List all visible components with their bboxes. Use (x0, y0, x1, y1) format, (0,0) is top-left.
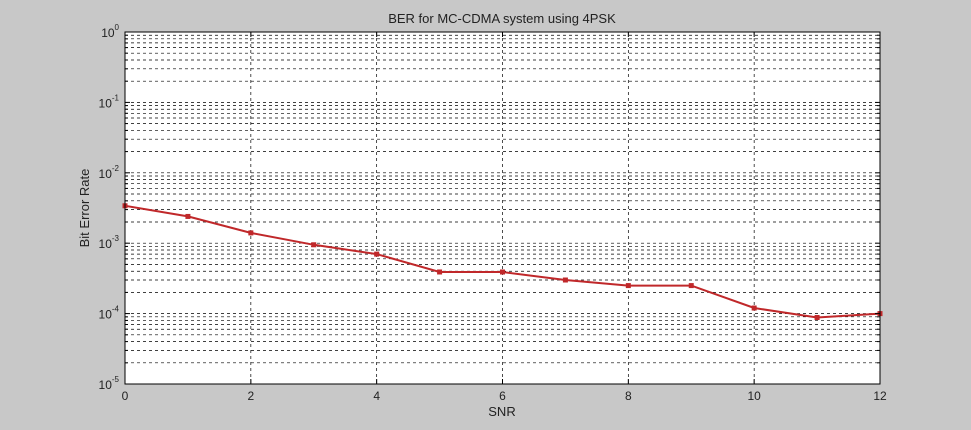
axis-ticks: 0 2 4 6 8 10 12 100 10-1 10-2 10-3 10-4 10-5 (99, 23, 887, 403)
y-tick-label: 10-4 (99, 305, 120, 322)
ber-data-point (562, 277, 568, 283)
x-tick-label: 10 (747, 389, 761, 403)
x-tick-label: 12 (873, 389, 887, 403)
ber-data-point (248, 230, 254, 236)
y-tick-label: 100 (101, 23, 119, 40)
ber-data-point (500, 269, 505, 275)
ber-data-point (688, 283, 694, 289)
ber-data-point (374, 251, 380, 257)
ber-data-point (437, 269, 443, 275)
x-tick-label: 0 (122, 389, 129, 403)
x-tick-label: 2 (247, 389, 254, 403)
x-tick-label: 6 (499, 389, 506, 403)
x-tick-label: 4 (373, 389, 380, 403)
x-tick-label: 8 (625, 389, 632, 403)
ber-data-point (814, 315, 820, 321)
x-axis-label: SNR (488, 404, 515, 419)
y-tick-label: 10-3 (99, 234, 120, 251)
grid-lines (125, 32, 880, 384)
ber-data-point (311, 242, 317, 248)
y-tick-label: 10-2 (99, 164, 120, 181)
ber-data-point (751, 305, 757, 311)
y-tick-label: 10-1 (99, 93, 120, 110)
y-axis-label: Bit Error Rate (77, 169, 92, 248)
y-tick-label: 10-5 (99, 375, 120, 392)
chart-title: BER for MC-CDMA system using 4PSK (388, 11, 616, 26)
ber-data-point (625, 283, 631, 289)
ber-data-point (185, 213, 191, 219)
